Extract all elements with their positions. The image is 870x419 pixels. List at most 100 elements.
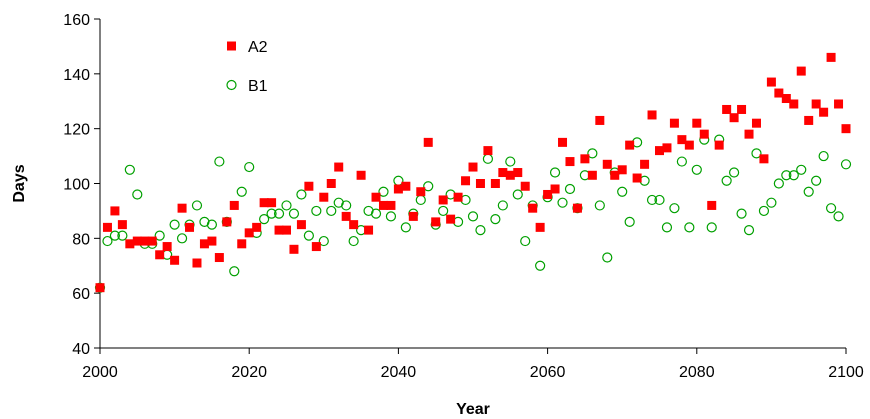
point-b1 — [400, 222, 411, 233]
point-b1 — [512, 189, 523, 200]
point-b1 — [497, 200, 508, 211]
y-tick-label: 60 — [72, 286, 90, 303]
point-a2 — [199, 239, 209, 249]
y-tick-label: 160 — [63, 12, 90, 29]
point-a2 — [595, 115, 605, 125]
point-a2 — [759, 154, 769, 164]
point-a2 — [826, 52, 836, 62]
point-a2 — [364, 225, 374, 235]
y-axis-ticks: 40 60 80 100 120 140 160 — [63, 12, 100, 358]
y-tick-label: 140 — [63, 67, 90, 84]
point-a2 — [766, 77, 776, 87]
point-a2 — [95, 283, 105, 293]
point-b1 — [766, 197, 777, 208]
point-b1 — [132, 189, 143, 200]
legend-item-a2: A2 — [227, 39, 268, 56]
point-a2 — [117, 220, 127, 230]
point-a2 — [655, 146, 664, 156]
point-b1 — [788, 170, 799, 181]
point-a2 — [640, 159, 650, 169]
point-a2 — [669, 118, 679, 128]
point-a2 — [684, 140, 694, 150]
point-a2 — [513, 168, 523, 178]
point-a2 — [446, 214, 456, 224]
point-a2 — [729, 113, 739, 123]
point-a2 — [498, 168, 508, 178]
point-a2 — [214, 253, 224, 263]
point-b1 — [676, 156, 687, 167]
point-b1 — [363, 205, 374, 217]
point-a2 — [334, 162, 344, 172]
y-tick-label: 80 — [72, 231, 90, 248]
point-a2 — [543, 189, 553, 199]
point-b1 — [840, 159, 852, 170]
point-b1 — [341, 200, 352, 211]
point-a2 — [401, 181, 411, 191]
point-b1 — [296, 189, 307, 200]
point-a2 — [490, 179, 500, 188]
point-a2 — [535, 222, 545, 232]
point-a2 — [461, 176, 471, 186]
point-b1 — [751, 148, 762, 159]
point-a2 — [244, 228, 254, 238]
point-a2 — [386, 200, 396, 210]
point-b1 — [475, 225, 486, 236]
x-tick-label: 2040 — [381, 364, 417, 381]
point-a2 — [580, 154, 590, 164]
point-a2 — [722, 104, 732, 114]
point-a2 — [811, 99, 821, 109]
point-b1 — [124, 164, 135, 175]
point-b1 — [706, 222, 717, 233]
point-b1 — [803, 186, 814, 197]
point-b1 — [520, 235, 531, 247]
point-a2 — [707, 200, 717, 210]
point-a2 — [110, 206, 120, 216]
point-a2 — [677, 135, 687, 145]
point-a2 — [311, 242, 321, 252]
point-b1 — [818, 150, 829, 162]
point-a2 — [587, 170, 597, 180]
point-a2 — [252, 222, 262, 232]
point-a2 — [438, 195, 448, 205]
point-a2 — [289, 244, 299, 254]
legend-label-b1: B1 — [248, 78, 268, 95]
point-a2 — [774, 88, 784, 98]
point-a2 — [468, 162, 478, 172]
point-a2 — [714, 140, 724, 150]
point-a2 — [796, 66, 806, 76]
point-b1 — [833, 211, 844, 222]
point-b1 — [467, 211, 479, 222]
point-a2 — [408, 211, 418, 221]
point-b1 — [669, 203, 680, 214]
point-a2 — [550, 184, 560, 194]
point-b1 — [646, 194, 658, 206]
point-a2 — [378, 200, 388, 210]
point-a2 — [319, 192, 329, 202]
legend-label-a2: A2 — [248, 39, 268, 56]
x-tick-label: 2080 — [679, 364, 715, 381]
point-a2 — [699, 129, 709, 139]
point-a2 — [326, 179, 336, 188]
y-tick-label: 120 — [63, 122, 90, 139]
point-b1 — [117, 230, 128, 241]
point-a2 — [475, 179, 485, 188]
point-b1 — [758, 205, 770, 217]
point-a2 — [602, 159, 612, 169]
legend-item-b1: B1 — [226, 78, 268, 95]
point-b1 — [564, 183, 576, 195]
point-b1 — [318, 235, 329, 247]
point-a2 — [229, 200, 239, 210]
point-b1 — [796, 164, 807, 175]
point-a2 — [132, 236, 142, 246]
point-a2 — [751, 118, 761, 128]
point-b1 — [482, 153, 494, 164]
point-b1 — [549, 167, 561, 178]
point-a2 — [259, 198, 269, 208]
point-a2 — [192, 258, 202, 268]
point-b1 — [594, 200, 605, 211]
legend-marker-a2 — [227, 41, 236, 51]
point-b1 — [505, 156, 516, 167]
point-b1 — [743, 225, 755, 236]
point-b1 — [617, 186, 628, 197]
